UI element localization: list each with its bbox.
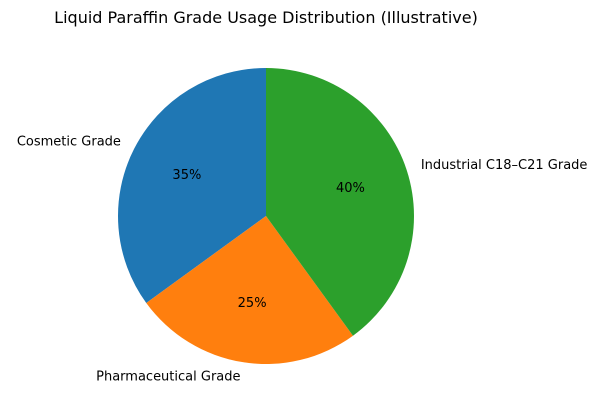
pie-slice-pharmaceutical-grade	[146, 216, 353, 364]
pie-slice-cosmetic-grade	[118, 68, 266, 303]
chart-title: Liquid Paraffin Grade Usage Distribution…	[54, 8, 478, 27]
pie-labels: Cosmetic Grade 35% Pharmaceutical Grade 25%…	[17, 135, 588, 385]
slice-value-cosmetic-grade: 35%	[172, 168, 201, 183]
slice-value-industrial-c18-c21-grade: 40%	[336, 181, 365, 196]
slice-label-pharmaceutical-grade: Pharmaceutical Grade	[96, 369, 240, 384]
pie-slice-industrial-c18-c21-grade	[266, 68, 414, 336]
slice-label-cosmetic-grade: Cosmetic Grade	[17, 135, 121, 150]
pie-slices	[118, 68, 414, 364]
slice-label-industrial-c18-c21-grade: Industrial C18–C21 Grade	[421, 158, 588, 173]
slice-value-pharmaceutical-grade: 25%	[238, 296, 267, 311]
